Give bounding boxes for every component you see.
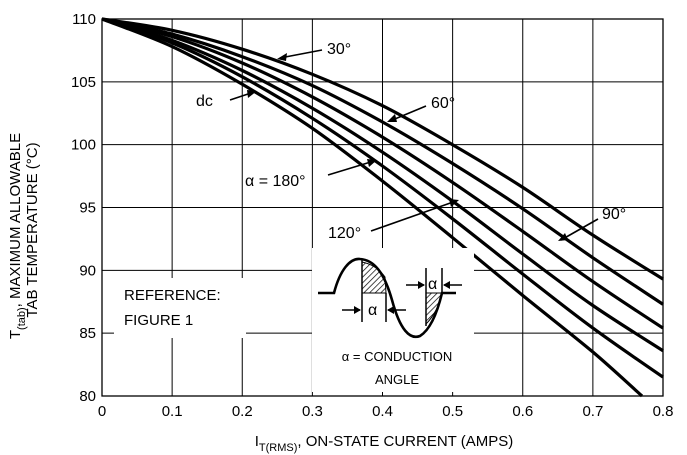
- annotation-90: 90°: [558, 206, 626, 241]
- label-30: 30°: [327, 41, 351, 58]
- arrow-head-dc: [247, 90, 257, 98]
- x-tick-label-1: 0.1: [162, 403, 183, 420]
- y-tick-label-6: 110: [72, 11, 96, 28]
- x-tick-label-2: 0.2: [232, 403, 253, 420]
- x-tick-label-5: 0.5: [442, 403, 463, 420]
- x-tick-label-6: 0.6: [512, 403, 533, 420]
- conduction-label-line2: ANGLE: [375, 372, 419, 387]
- arrow-head-90: [558, 233, 568, 241]
- alpha2-arrowhead-right: [443, 281, 450, 289]
- reference-line1: REFERENCE:: [124, 287, 221, 304]
- svg-text:T(tab), MAXIMUM ALLOWABLE: T(tab), MAXIMUM ALLOWABLE: [7, 133, 28, 339]
- x-tick-label-3: 0.3: [302, 403, 323, 420]
- series-line-1: [101, 17, 664, 306]
- x-axis-title: IT(RMS), ON-STATE CURRENT (AMPS): [255, 433, 514, 454]
- reference-line2: FIGURE 1: [124, 312, 193, 329]
- y-tick-label-3: 95: [79, 200, 96, 217]
- series-line-0: [101, 17, 664, 281]
- alpha-arrowhead-right: [387, 306, 394, 314]
- series-line-2: [101, 17, 664, 330]
- x-axis-title-sub: T(RMS): [259, 442, 298, 454]
- y-axis-title: T(tab), MAXIMUM ALLOWABLE TAB TEMPERATUR…: [7, 133, 41, 339]
- y-axis-title-line2: TAB TEMPERATURE (°C): [24, 142, 41, 317]
- y-tick-label-4: 100: [71, 137, 96, 154]
- x-tick-label-7: 0.7: [582, 403, 603, 420]
- annotation-60: 60°: [387, 95, 455, 122]
- inset-background: [312, 248, 474, 392]
- alpha-label-1: α: [368, 302, 377, 319]
- alpha2-arrowhead-left: [418, 281, 425, 289]
- series-lines: [101, 17, 664, 398]
- x-tick-label-4: 0.4: [372, 403, 393, 420]
- waveform-line: [318, 257, 456, 339]
- conduction-angle-diagram: α α α = CONDUCTION ANGLE: [312, 248, 474, 392]
- alpha-arrowhead-left: [354, 306, 361, 314]
- series-line-3: [101, 17, 664, 353]
- y-tick-label-2: 90: [79, 262, 96, 279]
- label-60: 60°: [431, 95, 455, 112]
- x-tick-label-8: 0.8: [653, 403, 674, 420]
- annotation-dc: dc: [196, 90, 257, 110]
- annotation-120: 120°: [328, 199, 459, 242]
- label-dc: dc: [196, 93, 213, 110]
- reference-box: [114, 278, 246, 338]
- label-120: 120°: [328, 225, 361, 242]
- x-tick-label-0: 0: [98, 403, 106, 420]
- label-180: α = 180°: [245, 173, 306, 190]
- series-line-4: [101, 17, 664, 379]
- leader-line-90: [560, 218, 599, 241]
- tick-labels: 0 0.1 0.2 0.3 0.4 0.5 0.6 0.7 0.8 80 85 90 95 100 105 1…: [71, 11, 673, 420]
- y-tick-label-0: 80: [79, 388, 96, 405]
- x-axis-title-rest: , ON-STATE CURRENT (AMPS): [297, 433, 513, 450]
- y-axis-title-sub: (tab): [16, 307, 28, 330]
- plot-frame: [101, 18, 664, 397]
- annotation-30: 30°: [277, 41, 351, 61]
- y-axis-title-prefix: T: [7, 330, 24, 339]
- leader-line-180: [327, 160, 375, 176]
- arrow-head-30: [277, 53, 287, 61]
- y-tick-label-1: 85: [79, 325, 96, 342]
- arrow-head-180: [367, 159, 377, 167]
- leader-line-120: [370, 200, 457, 232]
- x-axis-title-prefix: I: [255, 433, 259, 450]
- y-tick-label-5: 105: [71, 74, 96, 91]
- label-90: 90°: [602, 206, 626, 223]
- series-line-5: [101, 17, 644, 398]
- leader-line-30: [279, 49, 323, 59]
- alpha-label-2: α: [428, 276, 437, 293]
- conduction-label-line1: α = CONDUCTION: [342, 349, 452, 364]
- arrow-head-120: [449, 199, 459, 207]
- annotation-180: α = 180°: [245, 159, 377, 190]
- y-axis-title-rest: , MAXIMUM ALLOWABLE: [7, 133, 24, 308]
- arrow-head-60: [387, 114, 397, 122]
